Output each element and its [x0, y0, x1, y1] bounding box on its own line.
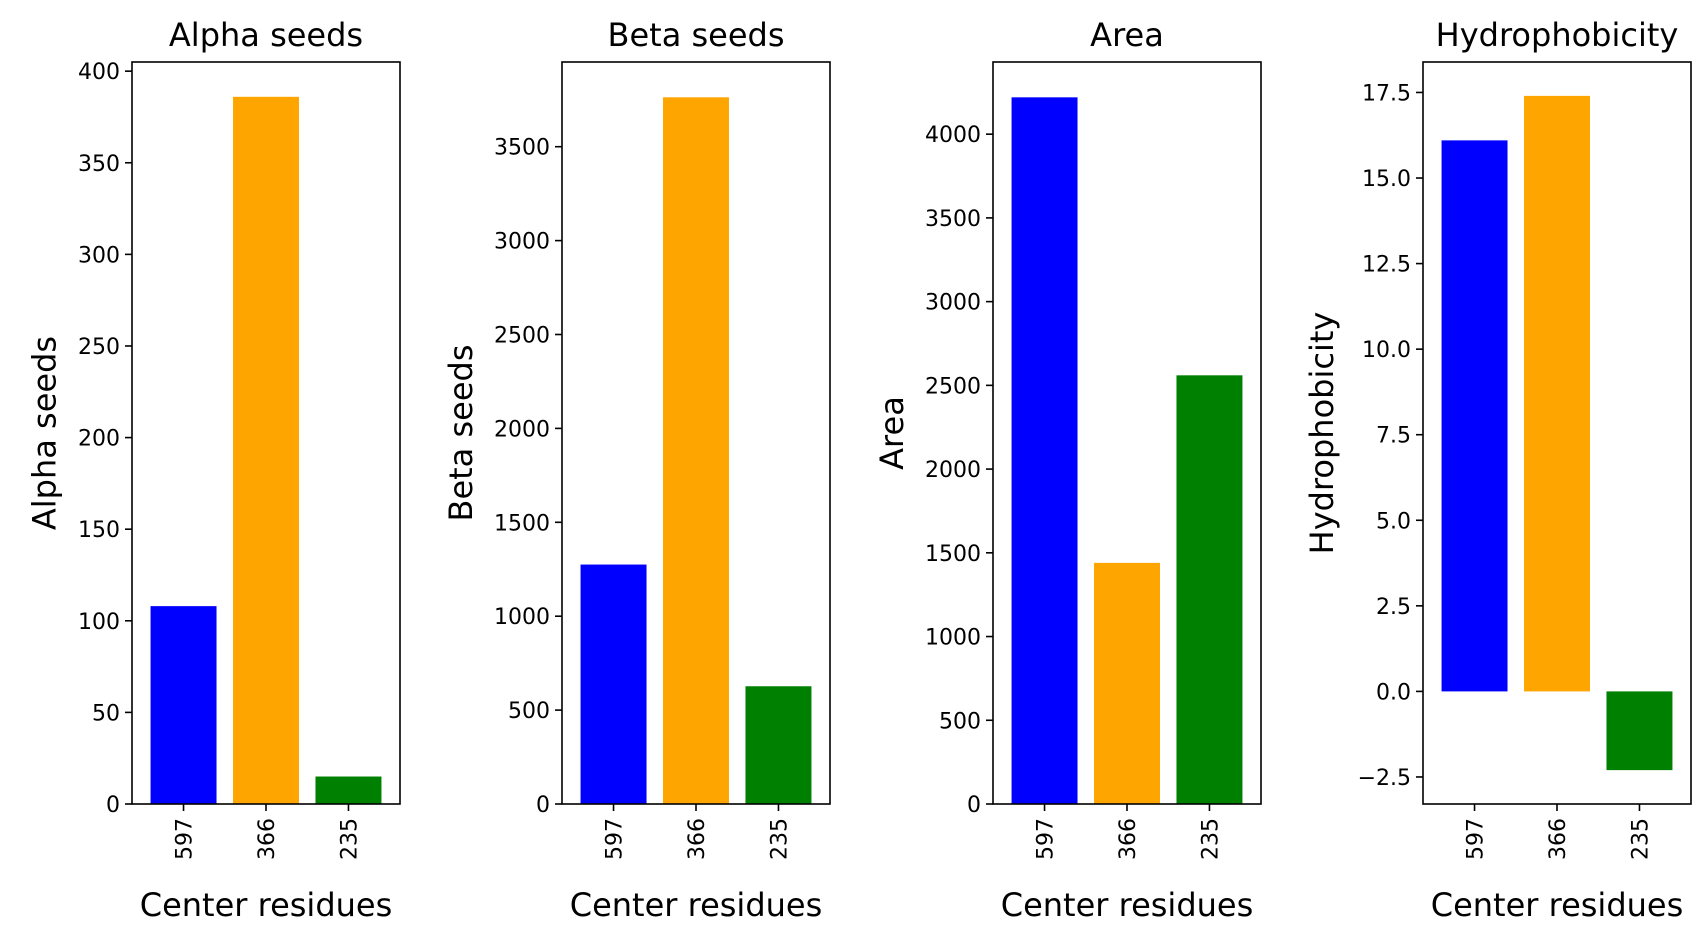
panel-title: Hydrophobicity — [1436, 16, 1679, 54]
bar-366 — [233, 96, 299, 804]
y-axis-label: Area — [873, 396, 911, 470]
x-tick-label: 366 — [1546, 818, 1571, 860]
y-tick-label: 350 — [78, 152, 120, 177]
y-tick-label: 400 — [78, 60, 120, 85]
y-axis-ticks — [555, 145, 562, 805]
x-tick-label: 235 — [337, 818, 362, 860]
x-tick-label: 235 — [1198, 818, 1223, 860]
x-axis-ticks — [182, 804, 350, 811]
x-tick-label: 597 — [1464, 818, 1489, 860]
y-tick-label: 150 — [78, 518, 120, 543]
y-tick-label: 3500 — [925, 207, 981, 232]
y-tick-label: 3000 — [494, 230, 550, 255]
bar-597 — [150, 606, 217, 804]
y-axis-tick-labels: 0 500 1000 1500 2000 2500 3000 3500 — [494, 136, 550, 818]
x-axis-tick-labels: 597 366 235 — [1034, 818, 1224, 860]
y-tick-label: 2500 — [925, 374, 981, 399]
y-tick-label: 2500 — [494, 323, 550, 348]
bar-597 — [1011, 97, 1078, 805]
y-tick-label: 300 — [78, 243, 120, 268]
y-tick-label: 0.0 — [1376, 680, 1411, 705]
x-axis-tick-labels: 597 366 235 — [1464, 818, 1654, 860]
y-axis-label: Hydrophobicity — [1303, 312, 1341, 555]
y-tick-label: 5.0 — [1376, 509, 1411, 534]
y-axis-label: Alpha seeds — [26, 336, 64, 530]
y-tick-label: 17.5 — [1362, 81, 1411, 106]
x-axis-label: Center residues — [1001, 886, 1254, 924]
bar-235 — [745, 686, 812, 804]
y-tick-label: 500 — [508, 699, 550, 724]
x-tick-label: 366 — [685, 818, 710, 860]
bar-366 — [1094, 562, 1160, 804]
x-axis-label: Center residues — [140, 886, 393, 924]
bar-235 — [1176, 375, 1243, 804]
beta-seeds-panel: 0 500 1000 1500 2000 2500 3000 3500 597 366 235 B… — [442, 16, 831, 924]
bars — [1441, 95, 1673, 771]
hydrophobicity-panel: −2.5 0.0 2.5 5.0 7.5 10.0 12.5 15.0 17.5 597 366 2… — [1303, 16, 1692, 924]
y-tick-label: 1500 — [494, 511, 550, 536]
x-axis-label: Center residues — [1431, 886, 1684, 924]
y-tick-label: −2.5 — [1358, 766, 1411, 791]
y-axis-ticks — [125, 70, 132, 805]
panel-title: Area — [1090, 16, 1164, 54]
bar-235 — [1606, 691, 1673, 771]
x-axis-ticks — [612, 804, 780, 811]
y-tick-label: 0 — [967, 793, 981, 818]
y-tick-label: 12.5 — [1362, 253, 1411, 278]
y-axis-label: Beta seeds — [442, 345, 480, 522]
y-tick-label: 1000 — [925, 626, 981, 651]
y-tick-label: 1500 — [925, 542, 981, 567]
y-tick-label: 2000 — [494, 417, 550, 442]
x-axis-ticks — [1043, 804, 1211, 811]
x-axis-tick-labels: 597 366 235 — [173, 818, 363, 860]
area-panel: 0 500 1000 1500 2000 2500 3000 3500 4000 597 366 2… — [873, 16, 1262, 924]
y-tick-label: 0 — [106, 793, 120, 818]
y-tick-label: 15.0 — [1362, 167, 1411, 192]
y-tick-label: 200 — [78, 427, 120, 452]
panel-title: Alpha seeds — [169, 16, 363, 54]
x-axis-label: Center residues — [570, 886, 823, 924]
bars — [580, 97, 812, 804]
x-tick-label: 597 — [1034, 818, 1059, 860]
y-axis-ticks — [986, 133, 993, 805]
y-tick-label: 2000 — [925, 458, 981, 483]
y-axis-tick-labels: 0 500 1000 1500 2000 2500 3000 3500 4000 — [925, 123, 981, 818]
y-axis-tick-labels: 0 50 100 150 200 250 300 350 400 — [78, 60, 120, 818]
x-tick-label: 235 — [1628, 818, 1653, 860]
bar-235 — [315, 776, 382, 804]
y-axis-ticks — [1416, 91, 1423, 778]
y-tick-label: 7.5 — [1376, 424, 1411, 449]
y-tick-label: 2.5 — [1376, 595, 1411, 620]
bar-597 — [1441, 140, 1508, 692]
bar-366 — [1524, 95, 1590, 692]
bar-366 — [663, 97, 729, 804]
y-tick-label: 3000 — [925, 291, 981, 316]
y-tick-label: 10.0 — [1362, 338, 1411, 363]
bars — [150, 96, 382, 804]
bars — [1011, 97, 1243, 805]
y-tick-label: 500 — [939, 709, 981, 734]
x-tick-label: 366 — [255, 818, 280, 860]
y-tick-label: 3500 — [494, 136, 550, 161]
y-axis-tick-labels: −2.5 0.0 2.5 5.0 7.5 10.0 12.5 15.0 17.5 — [1358, 81, 1411, 791]
y-tick-label: 50 — [92, 701, 120, 726]
x-axis-ticks — [1473, 804, 1641, 811]
y-tick-label: 250 — [78, 335, 120, 360]
y-tick-label: 1000 — [494, 605, 550, 630]
x-tick-label: 366 — [1116, 818, 1141, 860]
y-tick-label: 0 — [536, 793, 550, 818]
x-tick-label: 235 — [767, 818, 792, 860]
panel-title: Beta seeds — [608, 16, 785, 54]
y-tick-label: 100 — [78, 610, 120, 635]
y-tick-label: 4000 — [925, 123, 981, 148]
x-tick-label: 597 — [603, 818, 628, 860]
bar-597 — [580, 564, 647, 804]
x-tick-label: 597 — [173, 818, 198, 860]
x-axis-tick-labels: 597 366 235 — [603, 818, 793, 860]
alpha-seeds-panel: 0 50 100 150 200 250 300 350 400 597 366 235 Alpha… — [26, 16, 401, 924]
